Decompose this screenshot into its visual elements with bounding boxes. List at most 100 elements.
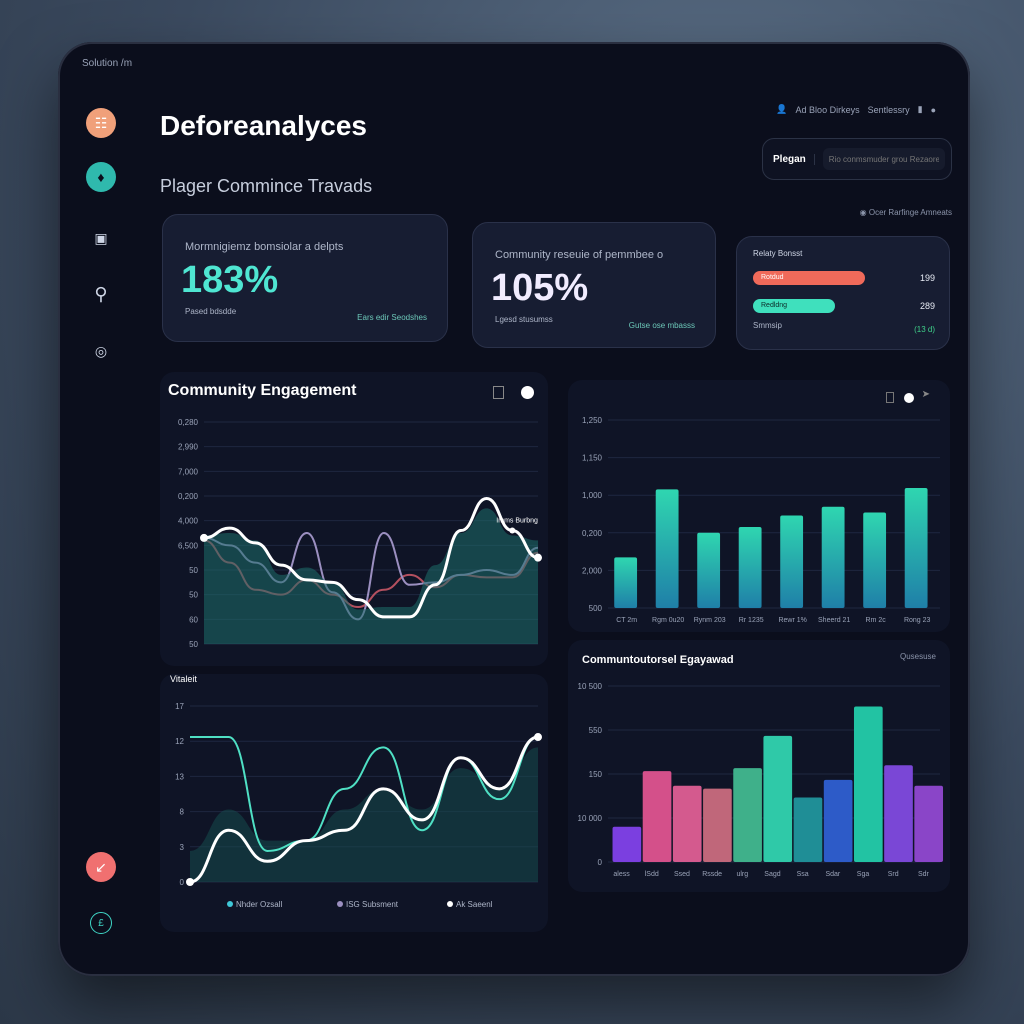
progress-card: Relaty Bonsst Rotdud 199 Redldng 289 Smm…: [736, 236, 950, 350]
user-name[interactable]: Ad Bloo Dirkeys: [795, 104, 860, 115]
y-tick-label: 1,150: [582, 454, 603, 463]
y-tick-label: 150: [589, 770, 603, 779]
bar: [853, 706, 883, 862]
calendar-icon[interactable]: [886, 392, 894, 403]
sidebar-search-icon[interactable]: ⚲: [94, 283, 108, 304]
x-tick-label: Rm 2c: [866, 617, 887, 624]
bar: [914, 785, 944, 862]
y-tick-label: 1,000: [582, 491, 603, 500]
community-bar-chart: 10 500 550 150 10 000 0 aless lSdd Ssed Rssde ulr…: [578, 682, 944, 878]
y-tick-label: 50: [189, 591, 198, 600]
filter-label: Ocer Rarfinge Amneats: [868, 208, 952, 217]
legend-label: ISG Subsment: [346, 900, 399, 909]
y-tick-label: 60: [189, 615, 198, 624]
legend-label: Nhder Ozsall: [236, 900, 282, 909]
toggle-icon[interactable]: [904, 393, 914, 403]
y-tick-label: 13: [175, 772, 184, 781]
vitality-chart: 17 12 13 8 3 0 Nhder Ozsall ISG Subsment Ak Saee…: [175, 702, 542, 909]
toggle-icon[interactable]: [521, 386, 534, 399]
progress-bar-2: Redldng: [753, 299, 835, 313]
x-tick-label: lSdd: [645, 871, 659, 878]
x-tick-label: Rr 1235: [739, 617, 764, 624]
progress-badge: (13 d): [914, 325, 935, 334]
progress-value-2: 289: [919, 301, 935, 311]
y-tick-label: 10 000: [578, 814, 603, 823]
area-series: [190, 747, 538, 882]
x-tick-label: aless: [613, 871, 630, 878]
bar: [780, 515, 804, 608]
bar: [793, 797, 823, 862]
bar: [697, 532, 721, 608]
annotation-label: Imms Burbng: [496, 518, 538, 525]
stat-sub: Pased bdsdde: [185, 307, 237, 316]
stat-value: 105%: [491, 267, 589, 309]
stat-link[interactable]: Gutse ose mbasss: [628, 321, 695, 330]
x-tick-label: Sdr: [918, 871, 930, 878]
sidebar-currency-icon[interactable]: £: [90, 912, 112, 934]
sidebar-dashboard-icon[interactable]: ☷: [86, 108, 116, 138]
bar: [655, 489, 679, 608]
y-tick-label: 0: [598, 858, 603, 867]
x-tick-label: Rynm 203: [694, 617, 726, 624]
top-link[interactable]: Sentlessry: [867, 104, 910, 115]
x-tick-label: CT 2m: [616, 617, 637, 624]
x-tick-label: Sga: [857, 871, 870, 878]
area-series: [204, 508, 538, 644]
y-tick-label: 0,200: [178, 492, 199, 501]
annotation-point: [509, 527, 516, 534]
legend-dot: [447, 901, 453, 907]
search-label: Plegan: [773, 153, 815, 165]
search-input[interactable]: [822, 148, 945, 170]
data-point: [534, 733, 542, 742]
bar: [703, 788, 732, 862]
breadcrumb: Solution /m: [82, 58, 133, 69]
share-icon[interactable]: ➤: [921, 389, 930, 400]
y-tick-label: 550: [589, 726, 603, 735]
progress-title: Relaty Bonsst: [753, 249, 803, 258]
lock-icon[interactable]: ▮: [917, 104, 923, 114]
y-tick-label: 500: [589, 604, 603, 613]
community-bar-panel: Communtoutorsel Egayawad Qusesuse 10 500…: [568, 640, 950, 892]
bar: [904, 487, 928, 608]
legend-label: Ak Saeenl: [456, 900, 493, 909]
filter-location[interactable]: ◉ Ocer Rarfinge Amneats: [859, 208, 952, 217]
engagement-panel: Community Engagement 0,280 2,990 7,000 0,20…: [160, 372, 548, 666]
sidebar-flame-icon[interactable]: ♦: [86, 162, 116, 192]
y-tick-label: 0,280: [178, 418, 199, 427]
x-tick-label: Srd: [888, 871, 899, 878]
y-tick-label: 17: [175, 702, 184, 711]
y-tick-label: 10 500: [578, 682, 603, 691]
dot-icon[interactable]: ●: [930, 104, 936, 115]
y-tick-label: 2,990: [178, 443, 199, 452]
y-tick-label: 6,500: [178, 541, 199, 550]
sidebar-settings-icon[interactable]: ◎: [94, 342, 108, 359]
chart-title: Vitaleit: [170, 674, 197, 684]
stat-caption: Community reseuie of pemmbee o: [495, 249, 664, 261]
user-icon[interactable]: 👤: [776, 104, 788, 114]
legend-dropdown[interactable]: Qusesuse: [899, 652, 936, 661]
progress-footer: Smmsip: [753, 321, 782, 330]
y-tick-label: 0,200: [582, 529, 603, 538]
legend-dot: [227, 901, 233, 907]
x-tick-label: Ssa: [797, 871, 809, 878]
page-title: Deforeanalyces: [160, 110, 368, 141]
y-tick-label: 4,000: [178, 517, 199, 526]
export-icon[interactable]: [493, 386, 504, 399]
progress-value-1: 199: [919, 273, 935, 283]
x-tick-label: Rssde: [702, 871, 722, 878]
line-series-ak-saeenl: [189, 735, 539, 884]
y-tick-label: 50: [189, 640, 198, 649]
stat-card-2: Community reseuie of pemmbee o 105% Lges…: [472, 222, 716, 348]
x-tick-label: ulrg: [736, 871, 748, 878]
x-tick-label: Sagd: [764, 871, 780, 878]
x-tick-label: Sheerd 21: [818, 617, 850, 624]
bar: [863, 512, 887, 608]
sidebar-alert-icon[interactable]: ↙: [86, 852, 116, 882]
top-bar: 👤 Ad Bloo Dirkeys Sentlessry ▮ ●: [776, 104, 936, 115]
stat-card-1: Mormnigiemz bomsiolar a delpts 183% Pase…: [162, 214, 448, 342]
vitality-panel: Vitaleit 17 12 13 8 3 0 Nhder Ozsall ISG Subsme…: [160, 674, 548, 932]
bar: [821, 506, 845, 608]
stat-link[interactable]: Ears edir Seodshes: [357, 313, 427, 322]
x-tick-label: Rong 23: [904, 617, 931, 624]
sidebar-calendar-icon[interactable]: ▣: [94, 229, 108, 246]
